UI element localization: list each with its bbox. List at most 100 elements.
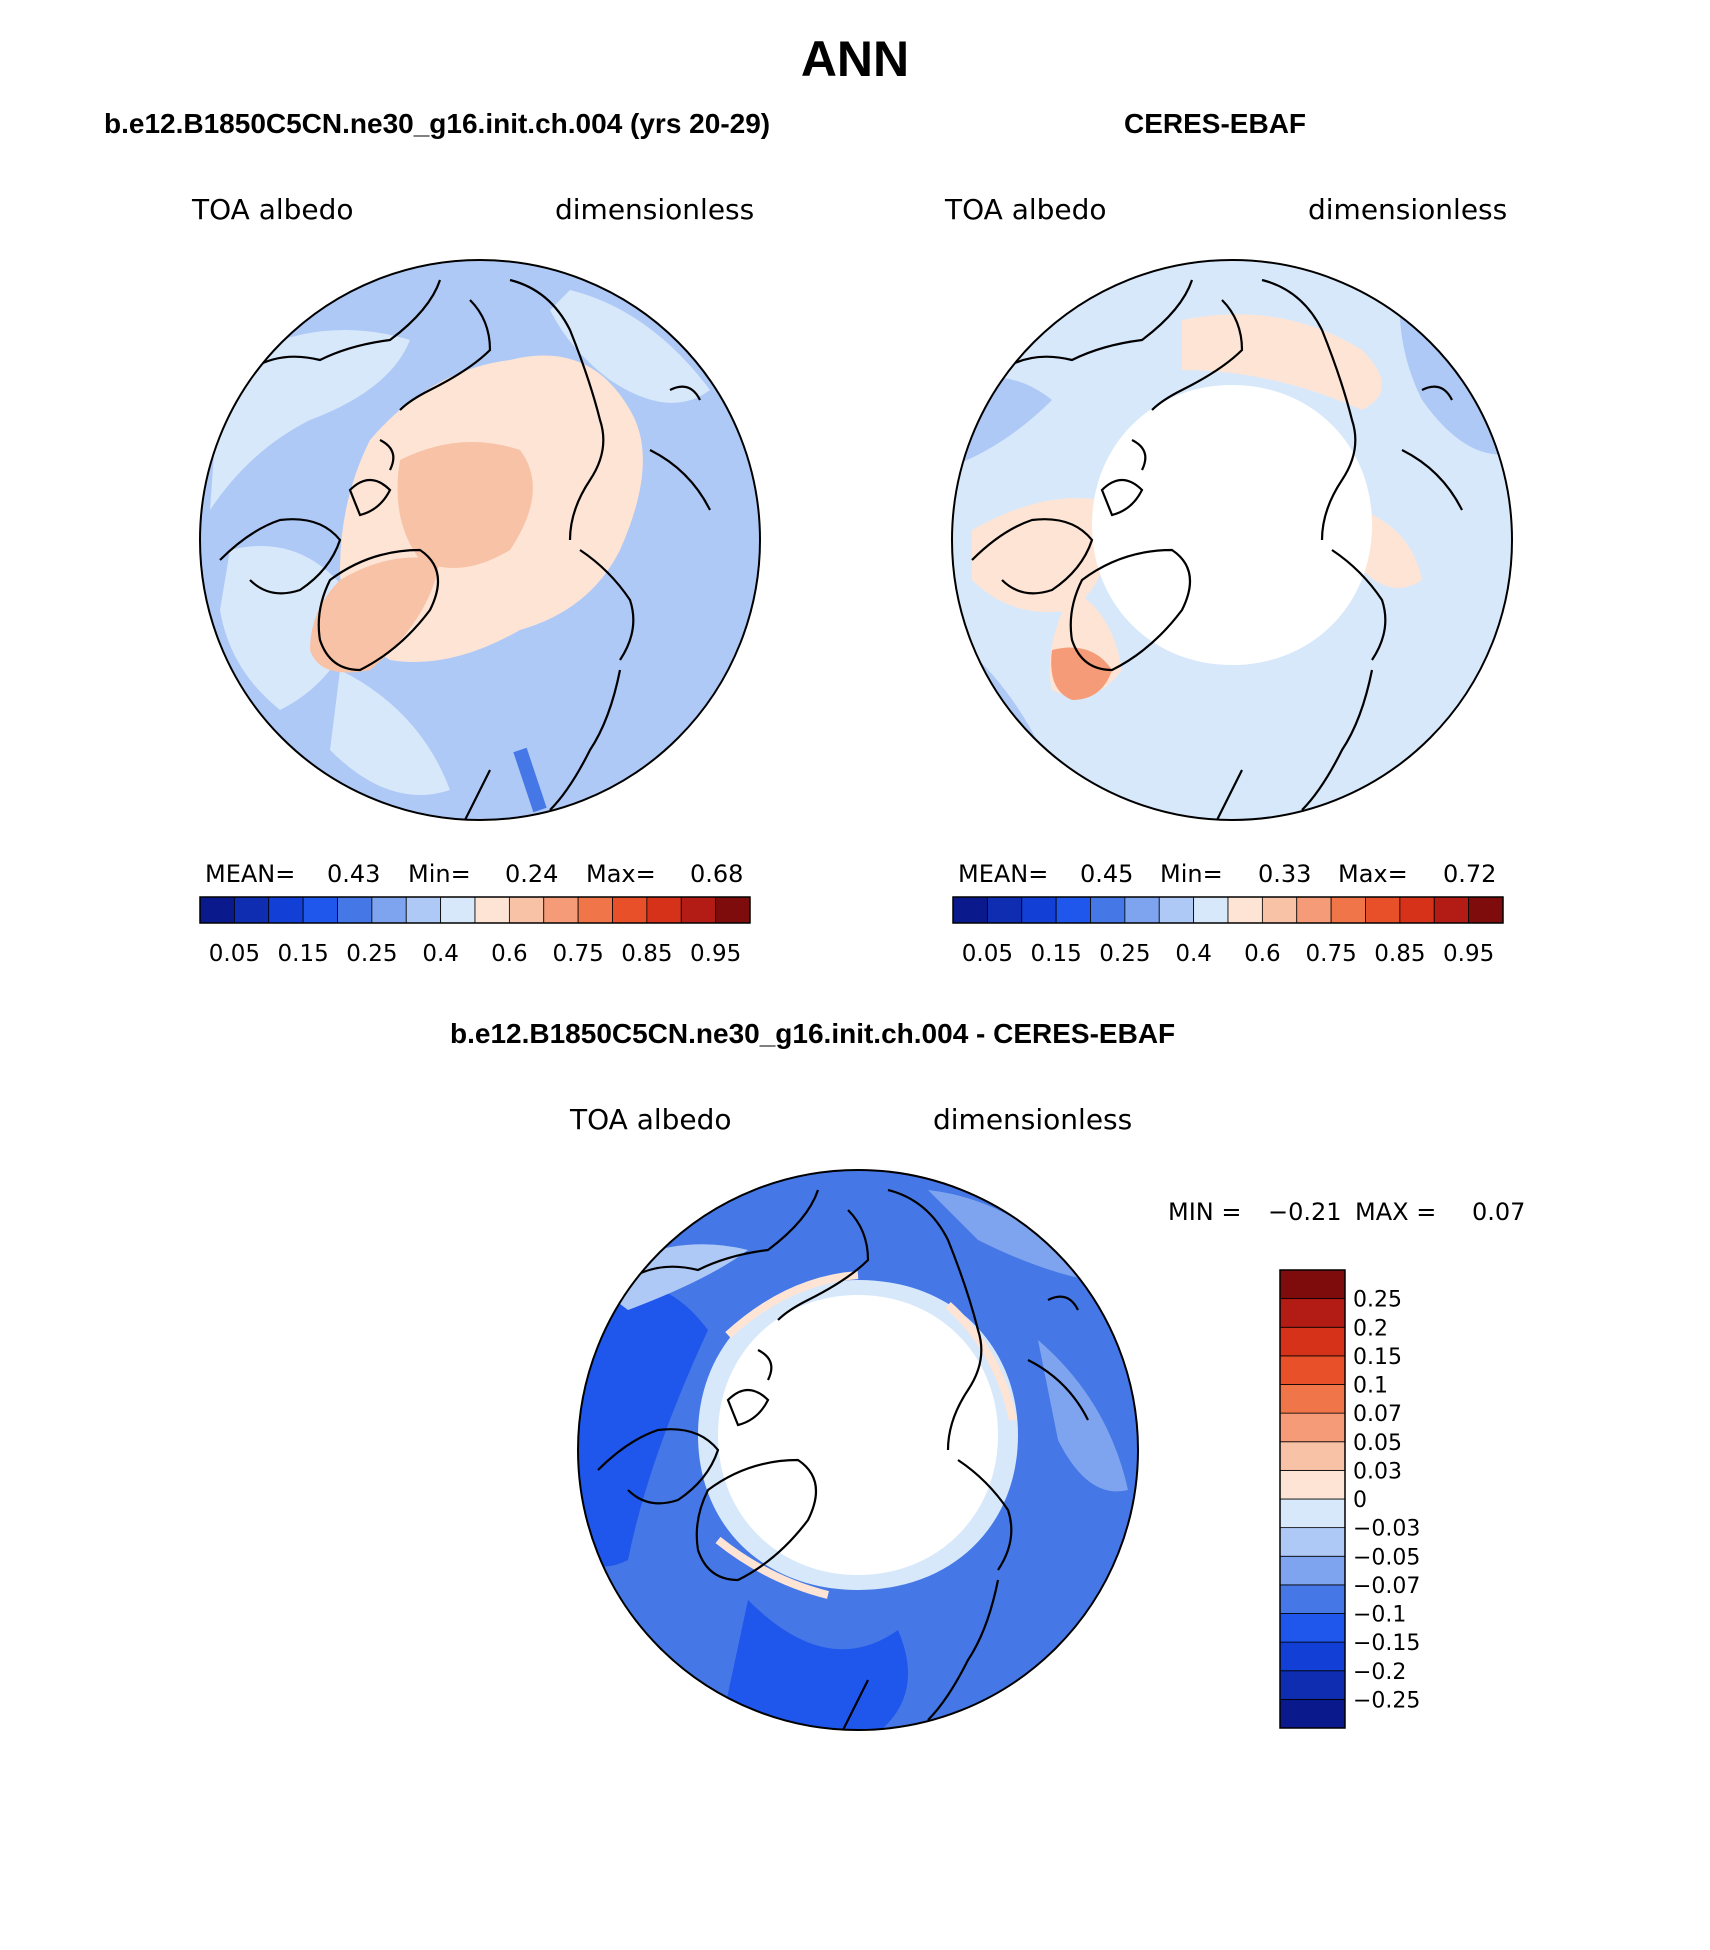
colorbar-cell (1279, 1670, 1346, 1700)
diff-colorbar: 0.25 0.2 0.15 0.1 0.07 0.05 0.03 0 −0.03 −0.05 −0.… (1279, 1269, 1420, 1729)
colorbar-cell (1279, 1384, 1346, 1414)
panel-1-map (199, 259, 761, 821)
colorbar-cell (1279, 1641, 1346, 1672)
colorbar-tick-label: 0.15 (1353, 1345, 1402, 1370)
colorbar-cell (1279, 1269, 1346, 1300)
colorbar-cell (233, 896, 270, 924)
colorbar-cell (1279, 1469, 1346, 1500)
colorbar-cell (1399, 896, 1435, 924)
colorbar-tick-label: −0.2 (1353, 1660, 1406, 1685)
panel-1-min-label: Min= (408, 860, 471, 888)
colorbar-cell (1279, 1355, 1346, 1385)
colorbar-cell (1279, 1527, 1346, 1557)
colorbar-cell (543, 896, 579, 924)
panel-1-mean-value: 0.43 (327, 860, 381, 888)
diff-max-value: 0.07 (1472, 1198, 1526, 1226)
colorbar-tick-label: −0.07 (1353, 1574, 1420, 1599)
diff-variable-label: TOA albedo (570, 1103, 732, 1136)
colorbar-cell (680, 896, 717, 924)
colorbar-cell (1193, 896, 1229, 924)
colorbar-tick-label: 0.6 (491, 941, 528, 967)
panel-2-mean-label: MEAN= (958, 860, 1049, 888)
panel-1-mean-label: MEAN= (205, 860, 296, 888)
colorbar-cell (1279, 1326, 1346, 1357)
colorbar-tick-label: 0.25 (1099, 941, 1150, 967)
colorbar-tick-label: 0.6 (1244, 941, 1281, 967)
colorbar-cell (337, 896, 373, 924)
colorbar-tick-label: 0.05 (1353, 1431, 1402, 1456)
colorbar-tick-label: 0.75 (553, 941, 604, 967)
diff-title: b.e12.B1850C5CN.ne30_g16.init.ch.004 - C… (450, 1018, 1176, 1049)
panel-2-min-value: 0.33 (1258, 860, 1312, 888)
colorbar-tick-label: 0.2 (1353, 1316, 1388, 1341)
colorbar-cell (1021, 896, 1057, 924)
colorbar-tick-label: 0.95 (690, 941, 741, 967)
colorbar-tick-label: −0.1 (1353, 1603, 1406, 1628)
colorbar-cell (199, 896, 235, 924)
colorbar-tick-label: 0.05 (962, 941, 1013, 967)
colorbar-tick-label: 0.25 (1353, 1288, 1402, 1313)
colorbar-tick-label: 0.07 (1353, 1402, 1402, 1427)
panel-1-min-value: 0.24 (505, 860, 559, 888)
colorbar-cell (1279, 1412, 1346, 1443)
panel-2-variable-label: TOA albedo (945, 193, 1107, 226)
colorbar-tick-label: 0.25 (346, 941, 397, 967)
panel-1-max-label: Max= (586, 860, 656, 888)
colorbar-cell (474, 896, 510, 924)
colorbar-tick-label: −0.25 (1353, 1688, 1420, 1713)
colorbar-cell (1261, 896, 1298, 924)
colorbar-cell (1279, 1298, 1346, 1328)
colorbar-cell (1279, 1555, 1346, 1586)
diff-min-value: −0.21 (1268, 1198, 1342, 1226)
colorbar-cell (1468, 896, 1504, 924)
colorbar-tick-label: 0.05 (209, 941, 260, 967)
colorbar-cell (268, 896, 304, 924)
colorbar-cell (1296, 896, 1332, 924)
colorbar-cell (508, 896, 545, 924)
panel-2-colorbar: 0.05 0.15 0.25 0.4 0.6 0.75 0.85 0.95 (952, 896, 1504, 967)
diff-max-label: MAX = (1355, 1198, 1437, 1226)
colorbar-cell (1090, 896, 1126, 924)
panel-1-title: b.e12.B1850C5CN.ne30_g16.init.ch.004 (yr… (104, 108, 771, 139)
colorbar-cell (952, 896, 988, 924)
panel-1-max-value: 0.68 (690, 860, 744, 888)
colorbar-cell (440, 896, 476, 924)
colorbar-cell (371, 896, 407, 924)
colorbar-tick-label: −0.03 (1353, 1517, 1420, 1542)
diff-map (577, 1169, 1139, 1731)
colorbar-cell (1124, 896, 1160, 924)
colorbar-tick-label: 0.4 (1175, 941, 1212, 967)
colorbar-cell (405, 896, 442, 924)
panel-2-map (951, 259, 1513, 821)
panel-1-colorbar: 0.05 0.15 0.25 0.4 0.6 0.75 0.85 0.95 (199, 896, 751, 967)
colorbar-cell (1433, 896, 1470, 924)
colorbar-cell (646, 896, 682, 924)
colorbar-cell (1227, 896, 1263, 924)
panel-1-variable-label: TOA albedo (192, 193, 354, 226)
panel-2-mean-value: 0.45 (1080, 860, 1134, 888)
panel-2-min-label: Min= (1160, 860, 1223, 888)
colorbar-cell (986, 896, 1023, 924)
colorbar-cell (1365, 896, 1401, 924)
figure-title: ANN (800, 31, 910, 87)
colorbar-cell (1158, 896, 1195, 924)
panel-2-max-label: Max= (1338, 860, 1408, 888)
colorbar-tick-label: 0.85 (621, 941, 672, 967)
colorbar-tick-label: 0 (1353, 1488, 1367, 1513)
colorbar-cell (577, 896, 613, 924)
colorbar-tick-label: 0.75 (1306, 941, 1357, 967)
colorbar-cell (715, 896, 751, 924)
colorbar-cell (1279, 1584, 1346, 1614)
colorbar-tick-label: 0.15 (278, 941, 329, 967)
colorbar-cell (1279, 1441, 1346, 1471)
colorbar-tick-label: −0.05 (1353, 1545, 1420, 1570)
colorbar-tick-label: 0.1 (1353, 1374, 1388, 1399)
colorbar-cell (302, 896, 338, 924)
colorbar-tick-label: 0.95 (1443, 941, 1494, 967)
colorbar-cell (1279, 1698, 1346, 1729)
panel-2-units-label: dimensionless (1308, 193, 1508, 226)
panel-2-max-value: 0.72 (1443, 860, 1497, 888)
colorbar-cell (612, 896, 648, 924)
diff-min-label: MIN = (1168, 1198, 1242, 1226)
diff-units-label: dimensionless (933, 1103, 1133, 1136)
